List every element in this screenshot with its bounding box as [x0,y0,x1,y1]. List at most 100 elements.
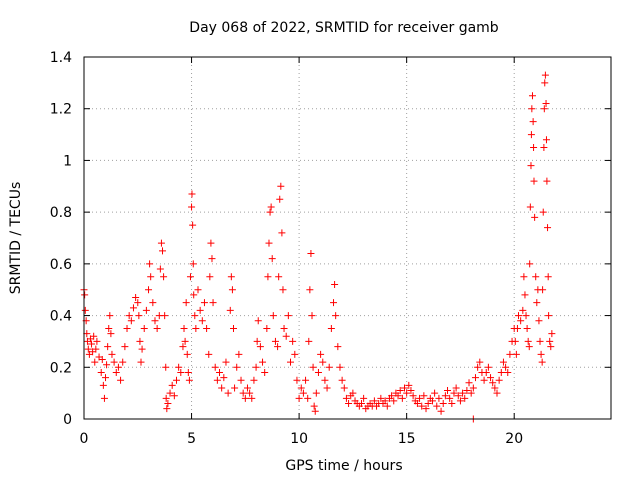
data-point [401,384,409,392]
data-point [539,286,547,294]
data-point [467,389,475,397]
data-point [495,376,503,384]
data-point [297,384,305,392]
data-point [437,407,445,415]
data-point [403,389,411,397]
data-point [213,376,221,384]
data-point [267,203,275,211]
data-point [98,356,106,364]
data-point [531,213,539,221]
data-point [307,250,315,258]
data-point [519,306,527,314]
data-point [527,162,535,170]
data-point [542,136,550,144]
data-point [259,358,267,366]
data-point [377,394,385,402]
data-point [330,299,338,307]
data-point [299,389,307,397]
data-point [123,325,131,332]
y-tick-label: 0.4 [50,309,72,325]
data-point [529,118,537,126]
data-point [407,387,415,395]
data-point [188,190,196,198]
data-point [172,376,180,384]
data-point [268,255,276,263]
data-point [476,358,484,366]
data-point [383,402,391,410]
data-point [190,291,198,299]
data-point [261,368,269,376]
data-point [162,394,170,402]
data-point [465,379,473,387]
data-point [274,343,282,351]
data-point [431,389,439,397]
data-point [256,343,264,351]
data-point [357,399,365,407]
data-point [222,358,230,366]
data-point [522,312,530,320]
data-point [252,363,260,371]
data-point [81,306,89,314]
data-point [192,325,200,332]
data-point [145,286,153,294]
data-point [497,368,505,376]
data-point [537,350,545,358]
data-point [142,306,150,314]
data-point [170,392,178,400]
y-tick-label: 1.4 [50,50,72,66]
data-point [228,286,236,294]
data-point [276,195,284,203]
data-point [541,71,549,79]
data-point [540,105,548,113]
x-axis-label: GPS time / hours [285,458,402,474]
data-point [127,317,135,325]
data-point [205,350,213,358]
data-point [413,399,421,407]
data-point [418,402,426,410]
data-point [394,392,402,400]
data-point [480,376,488,384]
data-point [284,312,292,320]
data-point [446,394,454,402]
data-point [305,337,313,345]
data-point [327,325,335,332]
data-point [482,368,490,376]
data-point [183,350,191,358]
data-point [405,381,413,389]
data-point [544,273,552,281]
data-point [542,100,550,108]
data-point [104,343,112,351]
data-point [342,394,350,402]
data-point [151,317,159,325]
data-point [278,229,286,237]
data-point [381,397,389,405]
data-point [420,392,428,400]
y-tick-label: 1.2 [50,102,72,118]
data-point [459,389,467,397]
x-tick-label: 0 [80,431,89,447]
data-point [132,293,140,301]
data-point [188,203,196,211]
data-point [107,330,115,338]
x-tick-label: 15 [398,431,416,447]
data-point [119,358,127,366]
data-point [525,343,533,351]
data-point [334,343,342,351]
data-point [117,376,125,384]
data-point [203,325,211,332]
data-point [323,384,331,392]
data-point [266,208,274,216]
data-point [243,384,251,392]
data-point [196,306,204,314]
data-point [92,345,100,353]
data-point [216,368,224,376]
data-point [310,402,318,410]
data-point [177,368,185,376]
data-point [235,350,243,358]
data-point [515,312,523,320]
data-point [311,407,319,415]
data-point [543,177,551,185]
data-point [524,337,532,345]
data-point [200,299,208,307]
data-point [153,325,161,332]
